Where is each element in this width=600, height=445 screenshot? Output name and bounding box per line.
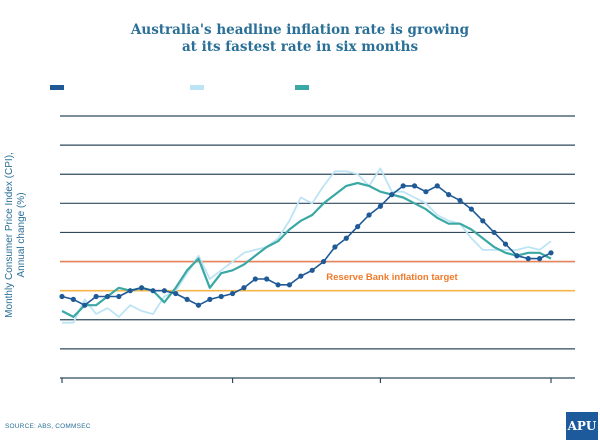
series-1-point	[366, 212, 372, 218]
series-1-point	[446, 192, 452, 198]
source-note: SOURCE: ABS, COMMSEC	[5, 423, 91, 430]
series-1-point	[434, 183, 440, 189]
series-1-point	[548, 250, 554, 256]
series-1-point	[229, 290, 236, 297]
series-1-point	[298, 273, 304, 279]
series-1-point	[195, 302, 202, 308]
series-1-point	[59, 293, 65, 300]
apu-logo: APU	[566, 412, 598, 440]
series-1-point	[173, 290, 179, 297]
rba-target-label: Reserve Bank inflation target	[326, 272, 458, 283]
series-1-point	[468, 206, 474, 212]
series-1-point	[491, 229, 497, 236]
series-1-point	[241, 285, 247, 291]
chart-title-line-1: Australia's headline inflation rate is g…	[130, 22, 470, 38]
series-1-point	[377, 203, 384, 209]
series-1-point	[161, 288, 167, 294]
series-1-point	[457, 197, 463, 204]
series-1-point	[537, 256, 543, 262]
series-1-point	[104, 293, 111, 300]
series-1-point	[184, 296, 190, 302]
series-1-point	[275, 282, 281, 288]
series-1-point	[150, 288, 156, 294]
series-1-point	[514, 253, 520, 259]
series-2-line	[62, 167, 552, 324]
legend-swatch-1	[50, 85, 64, 90]
series-1-point	[400, 183, 406, 189]
series-1-point	[309, 267, 315, 273]
series-1-point	[264, 276, 270, 282]
series-1-point	[332, 244, 338, 250]
series-1-point	[480, 218, 486, 224]
chart-title: Australia's headline inflation rate is g…	[60, 22, 540, 56]
series-1-point	[139, 285, 145, 291]
series-1-point	[343, 235, 349, 241]
series-1-point	[286, 282, 293, 288]
series-1-point	[411, 183, 418, 189]
chart-legend	[50, 80, 570, 96]
chart-title-line-2: at its fastest rate in six months	[181, 39, 419, 55]
series-1-point	[502, 241, 509, 247]
series-1-point	[252, 276, 258, 282]
series-1-point	[355, 224, 361, 230]
legend-swatch-2	[190, 85, 204, 90]
series-1-point	[218, 293, 224, 300]
series-1-point	[423, 189, 429, 195]
series-1-point	[82, 302, 88, 308]
series-1-point	[70, 296, 76, 302]
series-1-point	[116, 293, 122, 300]
series-1-point	[389, 192, 395, 198]
legend-swatch-3	[295, 85, 309, 90]
series-1-point	[320, 258, 327, 265]
series-1-point	[207, 296, 213, 302]
series-1-point	[93, 293, 99, 300]
series-1-point	[127, 288, 133, 294]
series-1-point	[525, 256, 531, 262]
